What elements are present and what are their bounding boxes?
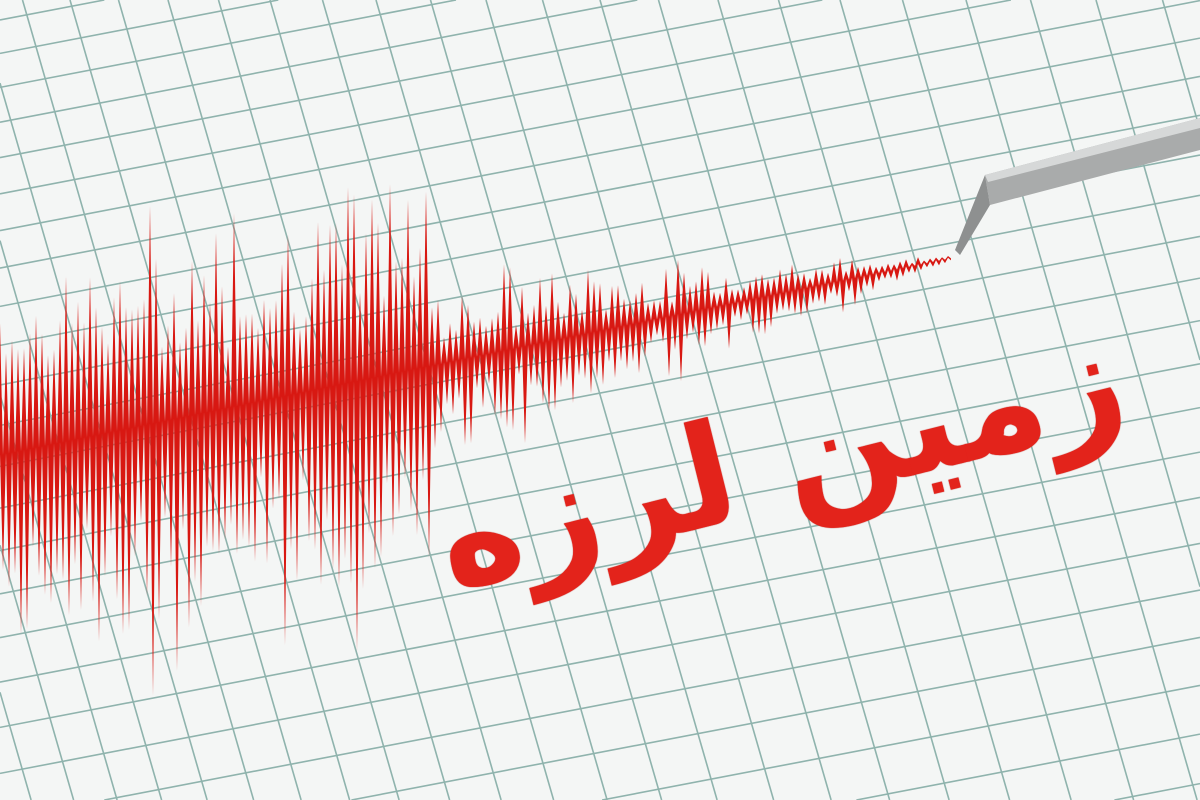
grid-line bbox=[0, 0, 1012, 195]
grid-line bbox=[0, 0, 1200, 232]
grid-line bbox=[0, 0, 457, 89]
grid-line bbox=[601, 684, 1200, 800]
grid-line bbox=[856, 733, 1200, 800]
grid-line bbox=[0, 692, 32, 800]
grid-line bbox=[599, 0, 832, 800]
grid-line bbox=[351, 636, 1200, 800]
grid-line bbox=[0, 37, 1200, 269]
grid-line bbox=[541, 0, 775, 800]
grid-line bbox=[375, 0, 608, 800]
grid-line bbox=[1114, 782, 1200, 800]
grid-line bbox=[104, 589, 1200, 800]
grid-line bbox=[485, 0, 718, 800]
seismograph-needle-icon bbox=[955, 118, 1200, 255]
grid-line bbox=[839, 0, 1072, 800]
grid-line bbox=[0, 451, 1200, 683]
grid-line bbox=[777, 0, 1011, 800]
grid-line bbox=[0, 363, 1200, 595]
grid-line bbox=[965, 0, 1198, 800]
grid-line bbox=[429, 0, 663, 800]
grid-line bbox=[0, 542, 1200, 775]
grid-line bbox=[1095, 0, 1200, 361]
grid-line bbox=[0, 75, 1200, 308]
grid-line bbox=[0, 496, 1200, 729]
grid-line bbox=[901, 0, 1135, 800]
grid-line bbox=[1161, 0, 1200, 131]
grid-line bbox=[0, 0, 105, 21]
grid-line bbox=[0, 406, 1200, 639]
grid-line bbox=[0, 0, 638, 123]
grid-line bbox=[321, 0, 555, 800]
grid-line bbox=[1029, 0, 1200, 587]
wave-trace bbox=[0, 184, 951, 696]
grid-line bbox=[0, 0, 823, 159]
grid-line bbox=[717, 0, 950, 800]
grid-line bbox=[0, 544, 75, 800]
seismic-wave bbox=[0, 184, 951, 696]
grid-line bbox=[0, 0, 279, 55]
grid-line bbox=[0, 114, 1200, 347]
grid-line bbox=[657, 0, 891, 800]
